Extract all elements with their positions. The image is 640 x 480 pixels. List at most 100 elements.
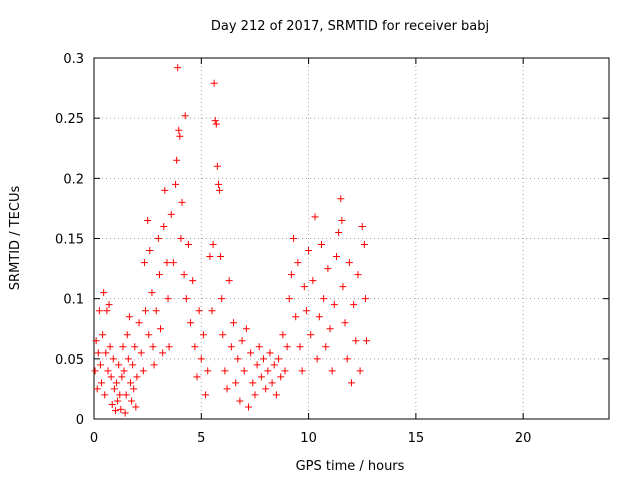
data-point [154,235,162,242]
y-tick-label: 0.2 [63,172,84,187]
data-point [110,385,118,393]
data-point [137,349,145,357]
data-point [260,355,268,363]
data-point [102,349,110,357]
data-point [103,307,111,315]
x-tick-label: 5 [197,431,205,446]
data-point [181,112,189,120]
data-point [204,367,212,375]
data-point [225,277,233,285]
data-point [348,379,355,387]
data-point [135,319,143,327]
data-point [111,407,119,415]
data-point [128,397,136,405]
data-point [277,373,285,381]
data-point [131,343,139,351]
data-point [124,355,132,363]
y-axis-label: SRMTID / TECUs [8,186,23,291]
data-point [217,253,225,261]
data-point [223,385,231,393]
data-point [159,349,167,357]
data-point [350,301,358,309]
data-point [253,361,261,369]
data-point [211,117,219,125]
data-point [115,361,123,369]
data-point [326,325,334,333]
data-point [309,277,317,285]
data-point [292,313,300,321]
data-point [132,403,140,411]
data-point [91,367,99,375]
data-point [165,343,173,351]
data-point [114,397,122,405]
data-point [157,325,165,333]
data-point [213,162,221,170]
data-point [229,319,237,327]
data-point [187,319,195,327]
data-point [216,186,224,194]
data-point [173,156,181,164]
data-point [100,289,108,297]
data-point [99,331,107,339]
data-point [140,259,148,267]
data-point [93,385,101,393]
data-point [307,331,315,339]
data-point [163,259,171,267]
data-point [296,343,304,351]
data-point [305,247,313,255]
data-point [197,355,205,363]
data-point [247,349,255,357]
data-point [98,379,106,387]
data-point [315,313,323,321]
data-point [240,367,248,375]
data-point [96,361,104,369]
data-point [290,235,298,242]
data-point [184,241,192,249]
data-point [300,283,308,291]
data-point [257,373,265,381]
grid-lines [94,58,609,419]
y-tick-label: 0 [76,413,84,428]
data-point [219,331,227,339]
data-point [209,241,217,249]
data-point [177,235,185,242]
data-point [345,259,353,267]
data-point [272,391,280,399]
data-point [212,120,220,128]
data-point [113,379,121,387]
x-tick-label: 10 [300,431,317,446]
data-point [242,325,250,333]
data-point [328,367,336,375]
data-point [146,247,154,255]
data-point [191,343,199,351]
data-point [123,331,131,339]
data-point [283,343,291,351]
data-point [330,301,338,309]
data-point [155,271,163,279]
data-point [152,307,160,315]
data-point [360,241,368,249]
data-points [91,64,371,417]
axis-ticks: 0 0.05 0.1 0.15 0.2 0.25 0.3 0 5 10 15 20 [55,52,609,446]
data-point [145,331,153,339]
data-point [199,331,207,339]
data-point [275,355,283,363]
data-point [109,355,117,363]
data-point [279,331,287,339]
data-point [249,379,257,387]
y-tick-label: 0.05 [55,353,84,368]
data-point [262,385,270,393]
data-point [320,295,328,303]
data-point [161,186,169,194]
data-point [335,228,343,236]
data-point [324,265,332,273]
y-tick-label: 0.1 [63,293,84,308]
data-point [317,241,325,249]
data-point [105,301,113,309]
data-point [361,295,369,303]
data-point [167,210,175,218]
data-point [298,367,306,375]
data-point [160,222,168,230]
x-tick-label: 15 [408,431,425,446]
